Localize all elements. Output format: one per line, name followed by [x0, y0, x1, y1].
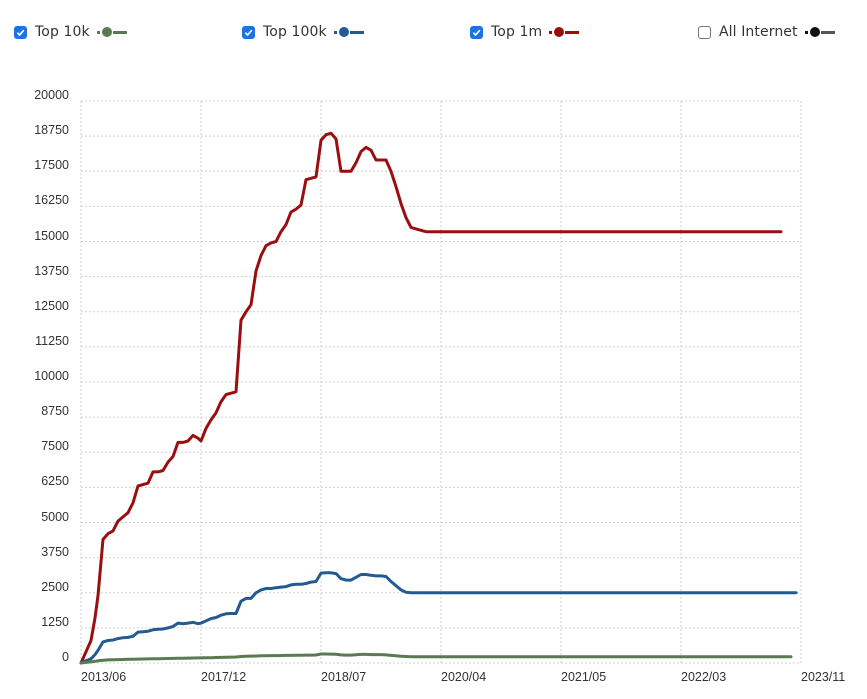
series-line-top-10k [79, 652, 793, 665]
y-tick-label: 6250 [41, 474, 69, 489]
x-tick-label: 2021/05 [561, 670, 607, 684]
x-tick-label: 2020/04 [441, 670, 487, 684]
y-tick-label: 2500 [41, 579, 69, 594]
y-tick-label: 17500 [34, 158, 69, 173]
y-tick-label: 18750 [34, 123, 69, 138]
checkmark-icon [16, 29, 25, 36]
x-tick-label: 2017/12 [201, 670, 247, 684]
x-tick-label: 2018/07 [321, 670, 367, 684]
legend-toggle-top-1m[interactable]: Top 1m [470, 20, 580, 44]
data-series [79, 131, 798, 665]
line-marker-icon [804, 27, 835, 37]
y-tick-label: 15000 [34, 228, 69, 243]
checkmark-icon [472, 29, 481, 36]
series-line-top-100k [79, 571, 798, 665]
y-tick-label: 16250 [34, 193, 69, 208]
y-tick-label: 7500 [41, 439, 69, 454]
checkmark-icon [244, 29, 253, 36]
x-tick-label: 2023/11 [801, 670, 846, 684]
y-tick-label: 0 [62, 650, 69, 664]
y-tick-label: 11250 [35, 333, 69, 348]
legend-toggle-top-100k[interactable]: Top 100k [242, 20, 364, 44]
grid-lines [80, 100, 802, 664]
line-marker-icon [333, 27, 364, 37]
checkbox-checked[interactable] [242, 25, 255, 39]
y-tick-label: 1250 [41, 614, 69, 629]
checkbox-checked[interactable] [14, 25, 27, 39]
y-tick-label: 5000 [41, 509, 69, 524]
legend-toggle-top-10k[interactable]: Top 10k [14, 20, 127, 44]
series-line-top-1m [79, 131, 783, 665]
checkbox-checked[interactable] [470, 25, 483, 39]
legend-label: Top 1m [491, 24, 543, 40]
line-marker-icon [549, 27, 580, 37]
line-marker-icon [96, 27, 127, 37]
x-tick-label: 2013/06 [81, 670, 127, 684]
chart-legend: Top 10k Top 100k Top 1m All Internet [0, 20, 867, 44]
y-tick-label: 12500 [34, 298, 69, 313]
y-tick-label: 10000 [34, 369, 69, 383]
y-tick-label: 8750 [41, 404, 69, 419]
legend-toggle-all-internet[interactable]: All Internet [698, 20, 835, 44]
checkbox-unchecked[interactable] [698, 25, 711, 39]
legend-label: All Internet [719, 24, 798, 40]
legend-label: Top 10k [35, 24, 90, 40]
y-tick-label: 20000 [34, 88, 69, 102]
y-tick-label: 3750 [41, 544, 69, 559]
y-tick-label: 13750 [34, 263, 69, 278]
legend-label: Top 100k [263, 24, 327, 40]
x-tick-label: 2022/03 [681, 670, 727, 684]
